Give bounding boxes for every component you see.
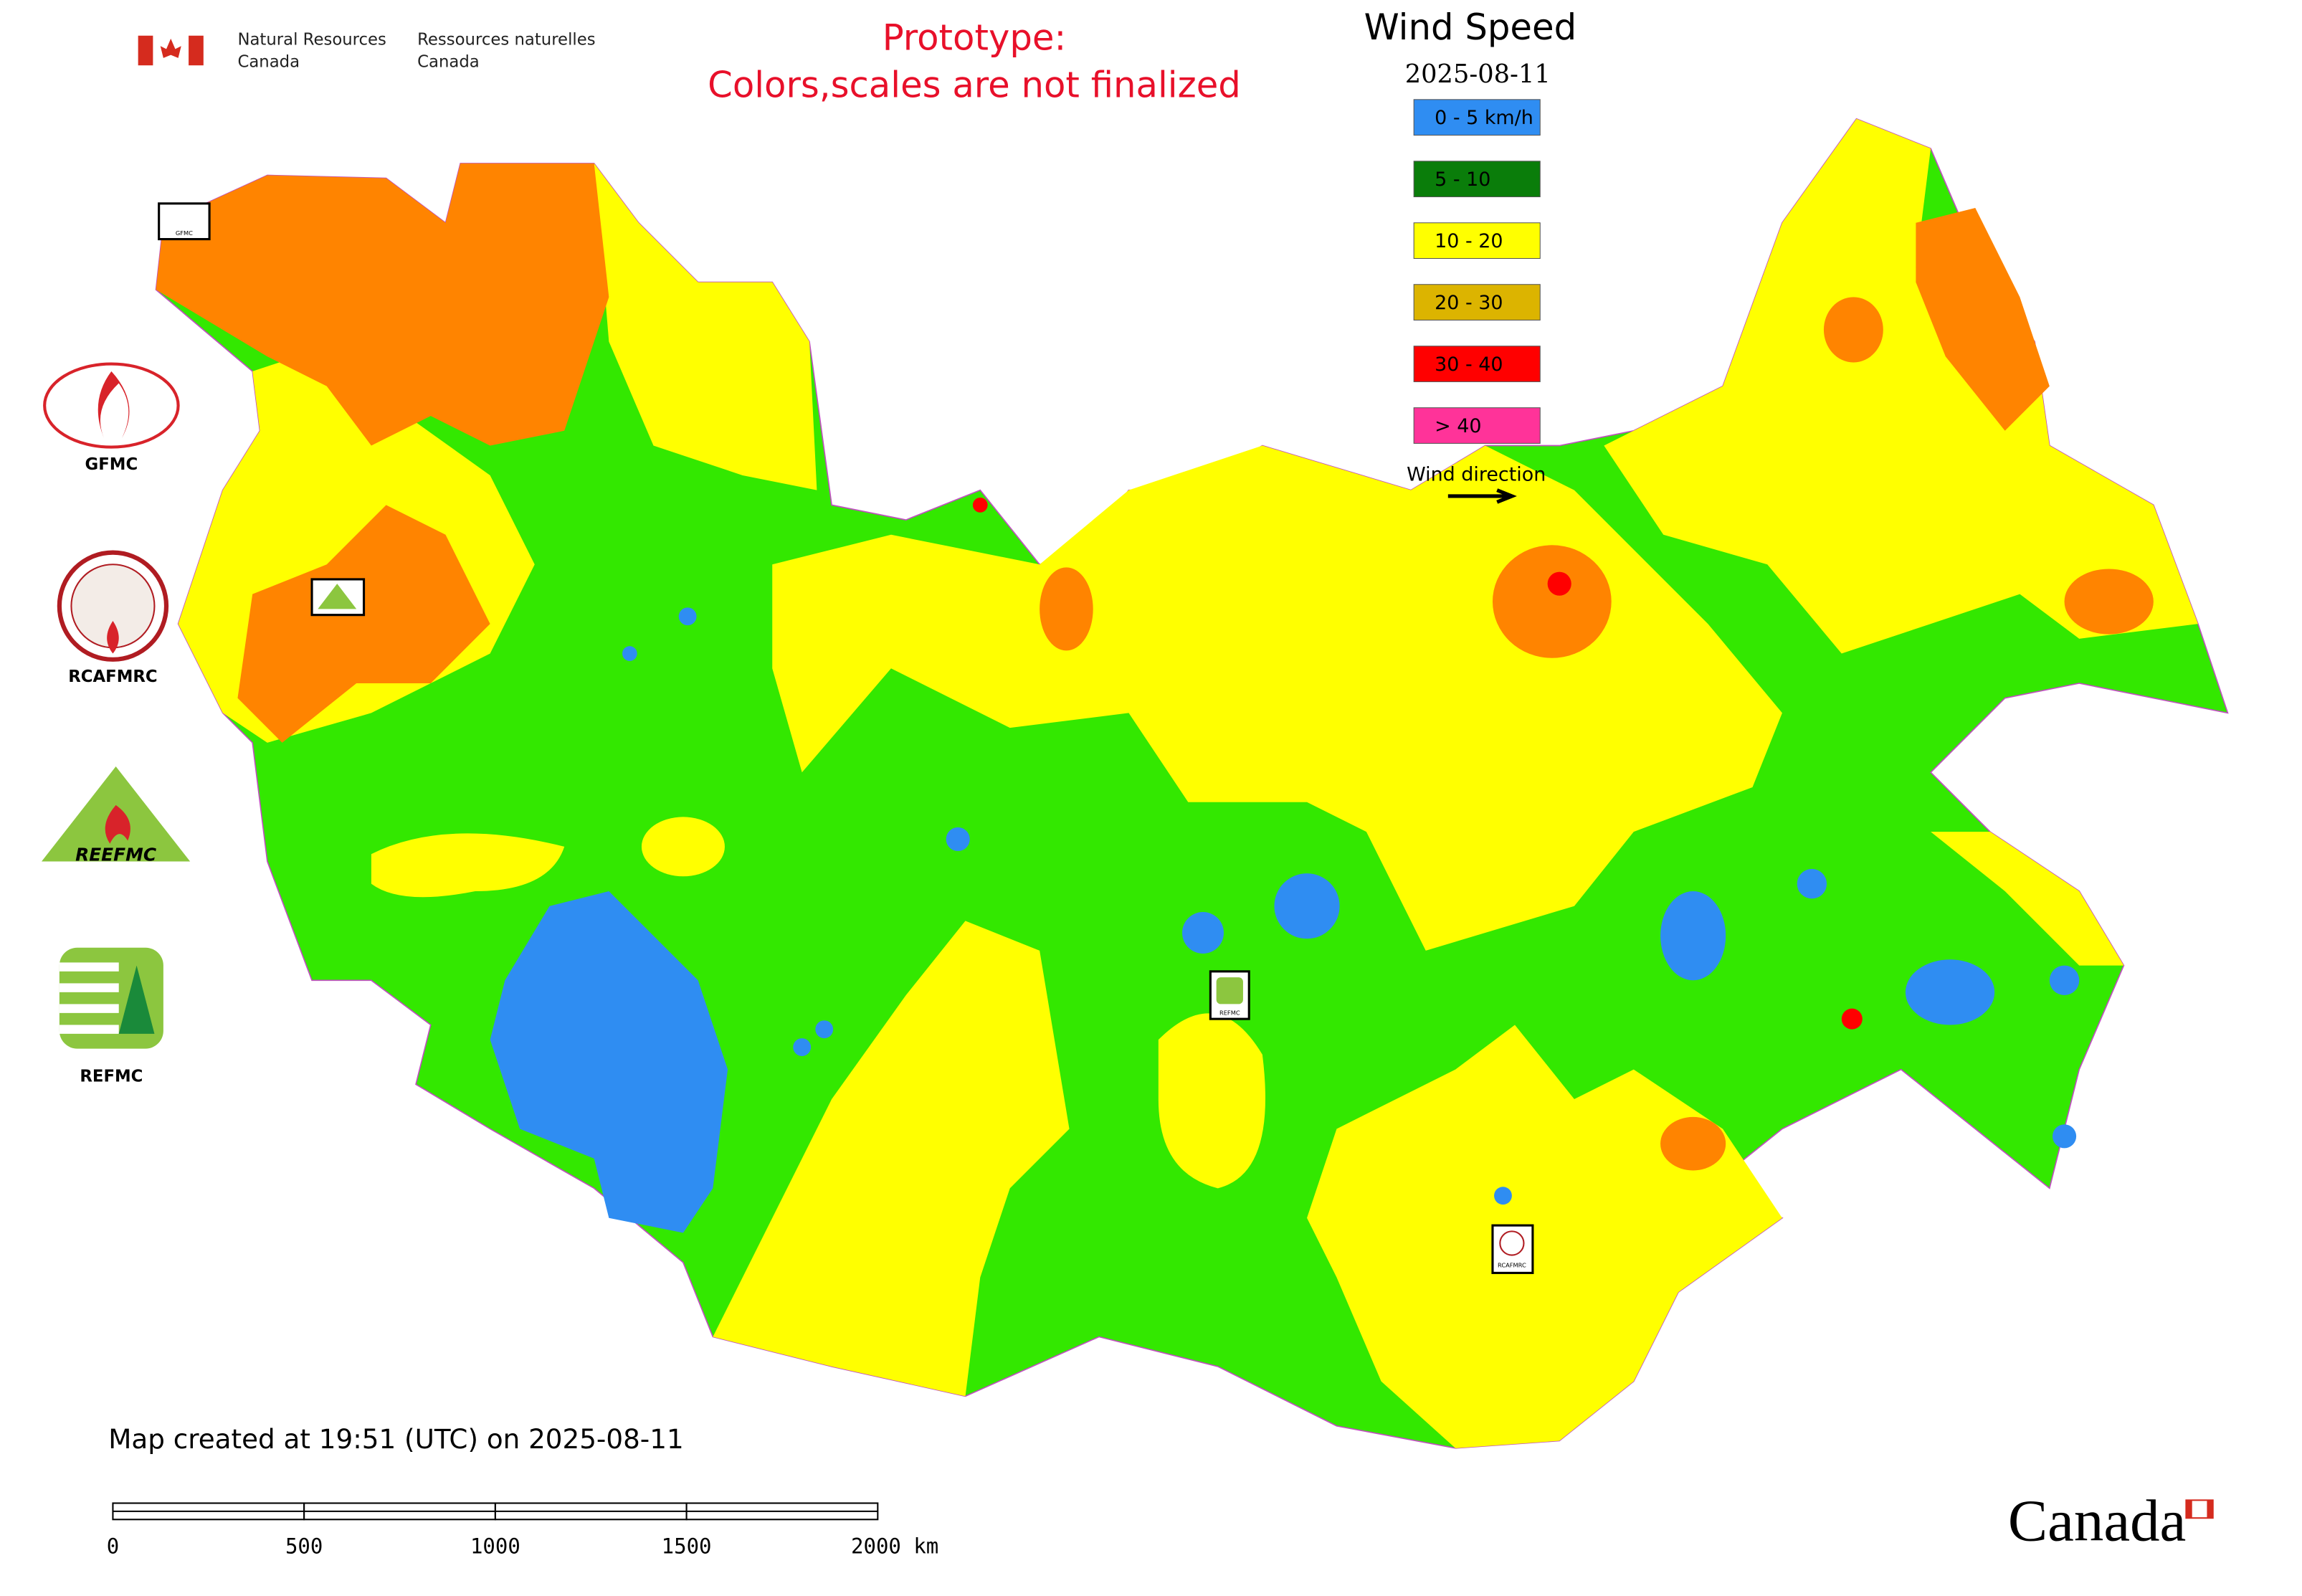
scale-label: 1500 bbox=[662, 1534, 712, 1559]
legend-swatch bbox=[1413, 161, 1541, 198]
logo-refmc: REFMC bbox=[59, 947, 163, 1086]
logo-label: GFMC bbox=[85, 455, 138, 474]
agency-fr: Canada bbox=[417, 53, 480, 72]
notice: Colors,scales are not finalized bbox=[708, 65, 1241, 106]
agency-fr: Ressources naturelles bbox=[417, 30, 595, 49]
legend-swatch bbox=[1413, 346, 1541, 382]
legend-swatch bbox=[1413, 284, 1541, 320]
legend: 0 - 5 km/h 5 - 10 10 - 20 20 - 30 30 - 40 > 4… bbox=[1413, 99, 1541, 444]
marker-label: RCAFMRC bbox=[1498, 1262, 1526, 1269]
maple-leaf bbox=[160, 38, 181, 58]
legend-label: 5 - 10 bbox=[1435, 168, 1490, 191]
legend-swatch bbox=[1413, 407, 1541, 444]
legend-label: 0 - 5 km/h bbox=[1435, 107, 1533, 129]
logo-label: REEFMC bbox=[75, 844, 156, 865]
wordmark-flag bbox=[2207, 1500, 2213, 1519]
legend-label: 10 - 20 bbox=[1435, 230, 1503, 252]
marker-label: GFMC bbox=[176, 229, 193, 237]
zones-red bbox=[972, 498, 1863, 1030]
legend-label: 30 - 40 bbox=[1435, 353, 1503, 376]
legend-label: > 40 bbox=[1435, 415, 1481, 437]
scale-label: 1000 bbox=[470, 1534, 520, 1559]
wind-direction-label: Wind direction bbox=[1407, 463, 1546, 485]
scale-bar: 0 500 1000 1500 2000 km bbox=[107, 1502, 938, 1559]
marker-rcafmrc: RCAFMRC bbox=[1491, 1224, 1534, 1274]
logo-rcafmrc: RCAFMRC bbox=[57, 550, 169, 686]
marker-label: REFMC bbox=[1219, 1009, 1240, 1016]
legend-date: 2025-08-11 bbox=[1405, 60, 1551, 89]
marker-refmc: REFMC bbox=[1209, 970, 1250, 1020]
flag-bar bbox=[189, 35, 204, 66]
flag-bar bbox=[138, 35, 153, 66]
created-note: Map created at 19:51 (UTC) on 2025-08-11 bbox=[108, 1423, 683, 1455]
logo-gfmc: GFMC bbox=[43, 362, 180, 474]
marker-reefmc bbox=[310, 578, 366, 617]
nrcan-signature: Natural Resources Canada Ressources natu… bbox=[138, 30, 596, 72]
canada-wordmark: Canada bbox=[2008, 1488, 2186, 1554]
zones-orange bbox=[156, 163, 2154, 1171]
scale-label: 0 bbox=[107, 1534, 119, 1559]
legend-label: 20 - 30 bbox=[1435, 292, 1503, 314]
scale-label: 2000 km bbox=[851, 1534, 938, 1559]
agency-en: Canada bbox=[237, 53, 300, 72]
marker-gfmc: GFMC bbox=[158, 202, 211, 241]
logo-label: REFMC bbox=[80, 1067, 143, 1086]
logo-reefmc: REEFMC bbox=[42, 766, 191, 865]
logo-label: RCAFMRC bbox=[68, 668, 157, 686]
agency-en: Natural Resources bbox=[237, 30, 386, 49]
wordmark-flag bbox=[2186, 1500, 2192, 1519]
zones-blue bbox=[490, 607, 2080, 1233]
legend-swatch bbox=[1413, 222, 1541, 260]
wind-arrow bbox=[1447, 488, 1517, 504]
notice: Prototype: bbox=[883, 16, 1067, 58]
legend-swatch bbox=[1413, 99, 1541, 136]
legend-title: Wind Speed bbox=[1364, 6, 1577, 48]
scale-label: 500 bbox=[285, 1534, 323, 1559]
